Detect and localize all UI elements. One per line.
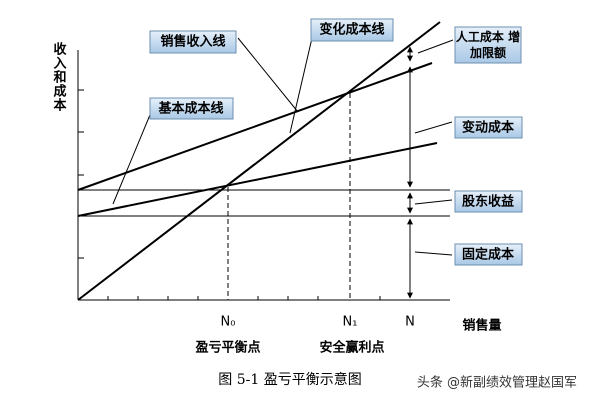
callout-text: 变动成本	[462, 120, 514, 136]
callout-box	[149, 30, 237, 54]
leaders	[112, 37, 454, 256]
watermark: 头条 @新副绩效管理赵国军	[417, 375, 577, 391]
callout-text: 变化成本线	[319, 22, 384, 38]
caption: 图 5-1 盈亏平衡示意图	[218, 371, 361, 388]
callout-text: 股东收益	[462, 194, 514, 210]
point-name: 安全赢利点	[319, 340, 384, 356]
callout-text: 固定成本	[462, 247, 514, 263]
point-label: N	[405, 315, 415, 330]
total-cost-line	[77, 62, 433, 191]
axes	[77, 50, 450, 301]
callout-wrap: 人工成本 增加限额	[455, 30, 521, 60]
lines	[77, 21, 450, 301]
callout-box	[310, 18, 394, 42]
callout-box	[454, 190, 523, 213]
point-label: N₁	[343, 315, 358, 330]
y-axis-label: 收入和成本	[51, 41, 67, 112]
sales-revenue-line	[77, 21, 441, 301]
callout-box	[149, 97, 234, 120]
callout-text: 基本成本线	[157, 101, 223, 117]
callout-text: 人工成本 增加限额	[455, 30, 521, 60]
callouts: 销售收入线 变化成本线 基本成本线 人工成本 增加限额 变动成本 股东收益 固定…	[149, 18, 523, 266]
base-cost-line	[77, 142, 438, 217]
x-axis-label: 销售量	[462, 318, 501, 334]
callout-box	[454, 116, 523, 139]
axis-ticks	[78, 89, 381, 300]
leader-lines	[112, 37, 454, 256]
callout-box	[454, 243, 523, 266]
point-label: N₀	[221, 315, 236, 330]
callout-box	[454, 26, 522, 64]
point-name: 盈亏平衡点	[194, 340, 260, 356]
callout-text: 销售收入线	[160, 34, 225, 50]
